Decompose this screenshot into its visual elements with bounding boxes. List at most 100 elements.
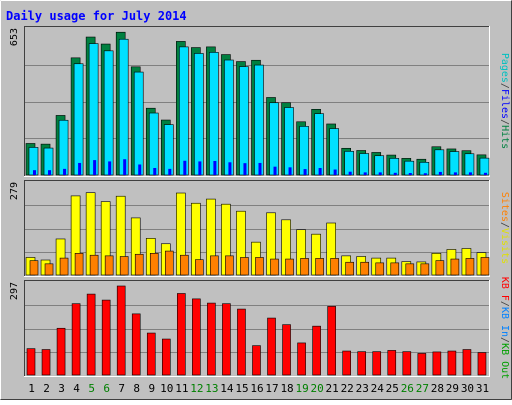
bar-kbytes-5 [86, 293, 96, 376]
x-tick-29: 29 [446, 382, 459, 395]
x-tick-23: 23 [356, 382, 369, 395]
bar-kbytes-17 [267, 317, 276, 376]
x-tick-3: 3 [58, 382, 65, 395]
x-tick-31: 31 [476, 382, 489, 395]
x-tick-24: 24 [371, 382, 385, 395]
bar-pages-14 [228, 162, 232, 175]
bar-sites-20 [315, 258, 324, 276]
bar-files-18 [284, 107, 294, 176]
x-tick-4: 4 [73, 382, 80, 395]
panel-kbytes: 297 [9, 280, 490, 377]
legend-top-part-2: Files [499, 89, 510, 119]
bar-pages-12 [198, 161, 202, 175]
bar-files-29 [449, 151, 460, 176]
bar-pages-27 [423, 173, 427, 175]
bar-files-19 [299, 126, 309, 176]
x-tick-15: 15 [235, 382, 248, 395]
bar-kbytes-10 [161, 338, 171, 376]
bar-sites-1 [29, 260, 39, 276]
x-tick-28: 28 [431, 382, 444, 395]
bar-pages-2 [48, 170, 52, 175]
x-tick-6: 6 [103, 382, 110, 395]
bar-sites-26 [405, 263, 415, 276]
x-tick-25: 25 [386, 382, 399, 395]
bar-pages-21 [333, 169, 337, 175]
bar-sites-18 [285, 258, 294, 276]
bar-sites-27 [420, 263, 430, 276]
bar-kbytes-8 [131, 313, 141, 376]
bar-pages-25 [393, 172, 397, 175]
bar-kbytes-1 [26, 348, 36, 376]
bar-sites-16 [255, 257, 264, 276]
bar-sites-28 [435, 260, 445, 276]
bar-sites-6 [104, 255, 114, 276]
bar-pages-24 [378, 172, 382, 175]
legend-bottom-part-4: KB Out [499, 343, 510, 379]
bar-files-23 [359, 153, 370, 176]
bar-files-10 [163, 124, 174, 176]
legend-top-part-0: Pages [499, 53, 510, 83]
bar-sites-4 [74, 253, 84, 276]
legend-top-part-4: Hits [499, 125, 510, 149]
bar-kbytes-21 [327, 306, 336, 376]
bar-pages-23 [363, 172, 367, 175]
bar-pages-22 [348, 171, 352, 175]
bar-files-4 [73, 63, 84, 176]
bar-kbytes-25 [387, 350, 397, 376]
bar-pages-10 [168, 168, 172, 175]
bar-pages-29 [453, 172, 457, 175]
bar-files-7 [118, 38, 129, 176]
bar-sites-12 [195, 259, 204, 276]
legend-bottom-part-2: KB In [499, 307, 510, 337]
legend-bottom-part-1: / [499, 301, 510, 307]
x-tick-18: 18 [280, 382, 293, 395]
bar-files-22 [344, 151, 354, 176]
bar-sites-13 [210, 255, 219, 276]
bar-kbytes-31 [477, 352, 487, 376]
x-tick-10: 10 [160, 382, 173, 395]
bar-files-8 [133, 71, 144, 176]
bar-files-26 [404, 160, 415, 176]
bar-files-6 [103, 50, 114, 176]
x-tick-21: 21 [326, 382, 339, 395]
x-tick-9: 9 [148, 382, 155, 395]
bar-files-28 [434, 149, 445, 176]
legend-top: Pages/Files/Hits [499, 53, 510, 149]
bar-pages-11 [183, 160, 187, 175]
x-tick-14: 14 [220, 382, 234, 395]
bar-pages-6 [108, 161, 112, 175]
bar-files-25 [389, 158, 400, 176]
bar-kbytes-18 [282, 324, 291, 376]
legend-top-part-1: / [499, 83, 510, 89]
bar-kbytes-11 [177, 293, 186, 376]
bar-kbytes-2 [41, 349, 51, 376]
bar-pages-9 [153, 167, 157, 175]
x-tick-11: 11 [175, 382, 188, 395]
bar-kbytes-3 [56, 327, 66, 376]
bar-sites-10 [164, 250, 174, 276]
x-tick-27: 27 [416, 382, 429, 395]
x-tick-30: 30 [461, 382, 474, 395]
bar-kbytes-24 [372, 351, 382, 376]
x-tick-8: 8 [133, 382, 140, 395]
bar-sites-31 [480, 257, 490, 276]
panel-hits-files-pages: 653 [9, 26, 490, 177]
legend-middle: Sites/Visits [499, 192, 510, 264]
x-tick-22: 22 [341, 382, 354, 395]
bar-files-20 [314, 113, 324, 176]
bar-pages-19 [303, 169, 307, 175]
bar-kbytes-13 [207, 302, 216, 376]
bar-pages-18 [288, 167, 292, 175]
bar-files-21 [329, 128, 339, 176]
bar-pages-17 [273, 166, 277, 175]
bar-files-3 [58, 119, 69, 176]
x-tick-1: 1 [28, 382, 35, 395]
bar-sites-5 [89, 254, 99, 276]
bar-files-31 [479, 157, 490, 176]
bar-kbytes-23 [357, 351, 367, 376]
x-tick-17: 17 [265, 382, 278, 395]
bar-files-17 [269, 102, 279, 176]
y-max-label: 279 [9, 182, 20, 200]
bar-sites-24 [375, 262, 385, 276]
